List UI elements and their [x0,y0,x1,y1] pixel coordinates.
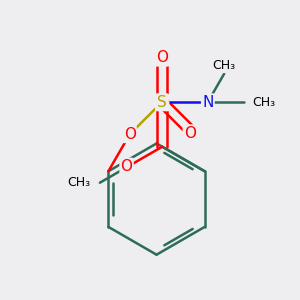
Text: S: S [157,94,167,110]
Text: O: O [184,126,196,141]
Text: O: O [124,127,136,142]
Text: N: N [202,94,214,110]
Text: CH₃: CH₃ [67,176,90,189]
Text: O: O [121,159,133,174]
Text: CH₃: CH₃ [213,59,236,72]
Text: O: O [156,50,168,65]
Text: CH₃: CH₃ [252,95,275,109]
Text: O: O [156,95,168,110]
